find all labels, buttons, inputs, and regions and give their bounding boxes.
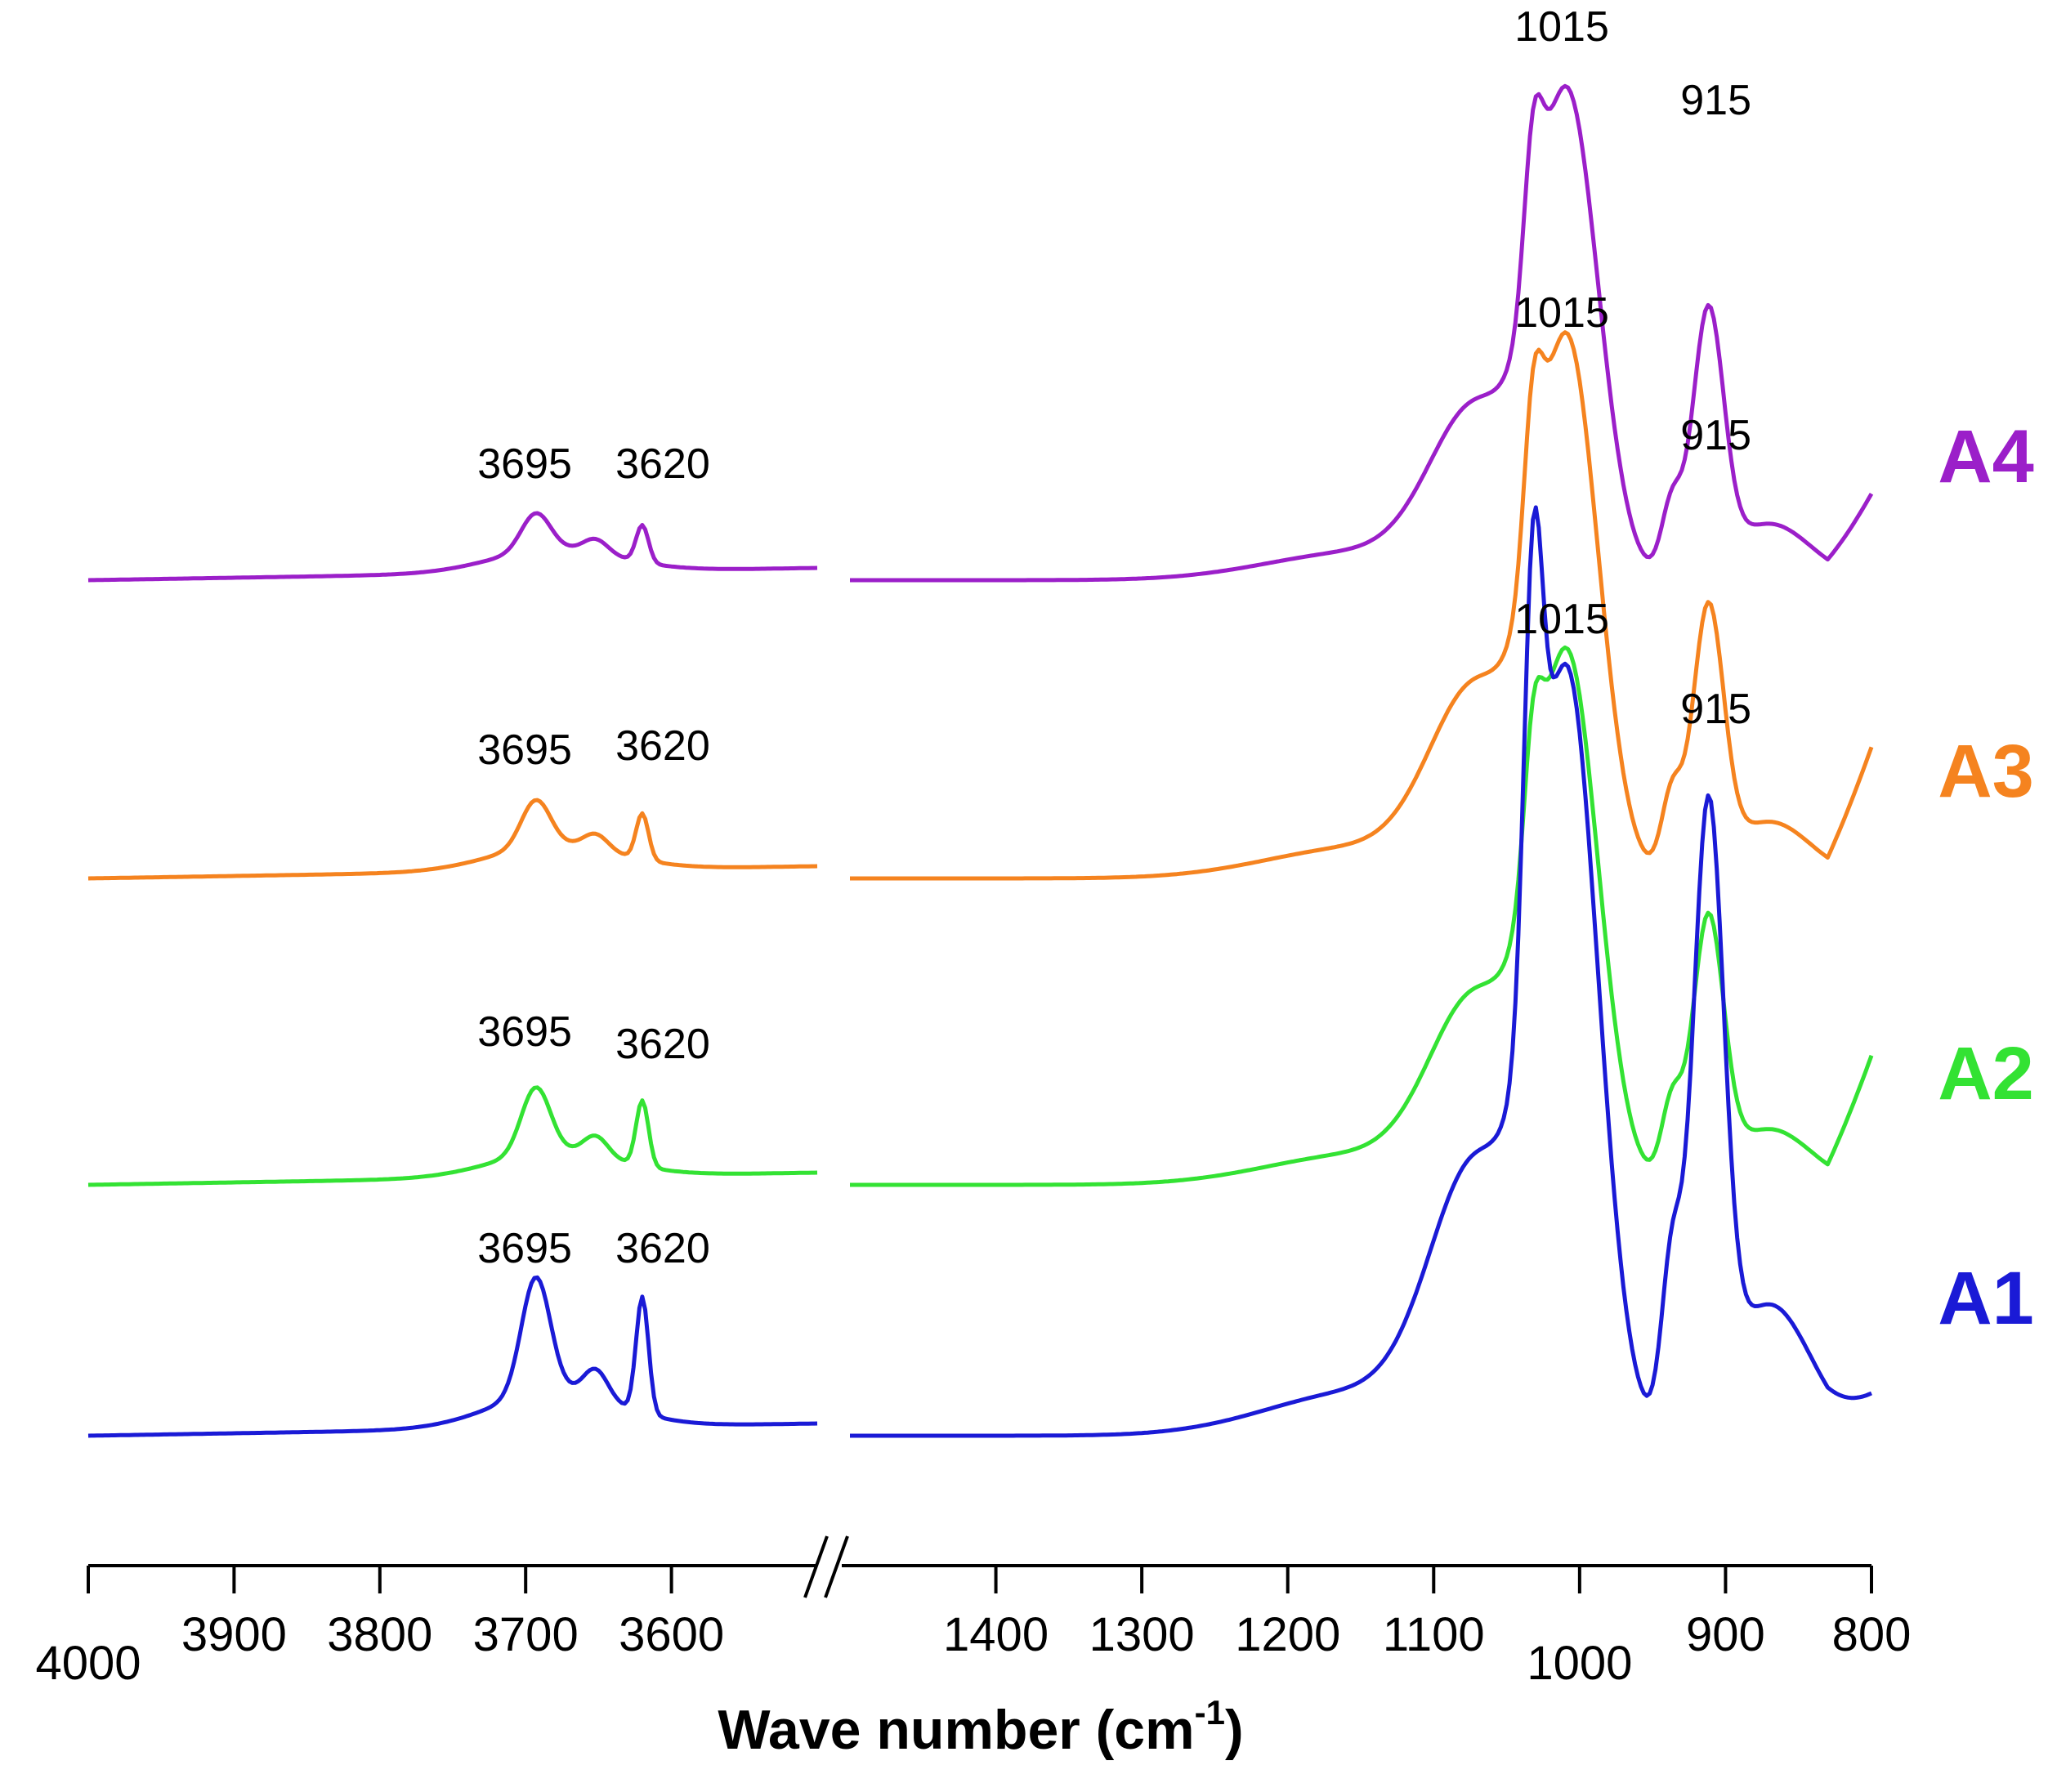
x-tick-label-3600: 3600 — [619, 1608, 724, 1661]
series-A3-high-line — [87, 798, 818, 881]
peak-label-A4-3620: 3620 — [615, 440, 710, 488]
series-A2-high-line — [87, 1085, 818, 1187]
series-A1-high-line — [87, 1275, 818, 1438]
x-tick-label-3800: 3800 — [327, 1608, 432, 1661]
peak-label-A2-3620: 3620 — [615, 1021, 710, 1068]
x-tick-label-1000: 1000 — [1527, 1637, 1632, 1690]
x-tick-label-1300: 1300 — [1089, 1608, 1195, 1661]
x-tick-label-1100: 1100 — [1383, 1608, 1485, 1661]
series-layer — [87, 83, 1874, 1438]
series-label-A2: A2 — [1938, 1032, 2034, 1115]
peak-label-A3-3695: 3695 — [477, 726, 572, 774]
series-A1-low-line — [850, 505, 1872, 1438]
series-label-A3: A3 — [1938, 730, 2034, 813]
peak-label-A4-3695: 3695 — [477, 440, 572, 488]
peak-label-A2-915: 915 — [1680, 686, 1751, 733]
series-A2-low-line — [850, 645, 1874, 1187]
x-axis: 4000 3900 3800 3700 3600 1400 1300 1200 1100 1000… — [35, 1535, 1911, 1690]
peak-label-A4-915: 915 — [1680, 77, 1751, 124]
series-A4-high-line — [87, 511, 818, 583]
peak-label-A3-1015: 1015 — [1514, 289, 1609, 337]
peak-label-A1-3695: 3695 — [477, 1225, 572, 1272]
x-axis-title: Wave number (cm-1) — [718, 1693, 1243, 1761]
x-tick-label-800: 800 — [1832, 1608, 1912, 1661]
axis-break-mark-1 — [803, 1535, 829, 1598]
series-A4-low-line — [850, 83, 1874, 583]
x-tick-label-1200: 1200 — [1235, 1608, 1340, 1661]
x-tick-label-3900: 3900 — [181, 1608, 287, 1661]
peak-label-A3-3620: 3620 — [615, 722, 710, 770]
x-tick-label-900: 900 — [1686, 1608, 1765, 1661]
axis-break-mark-2 — [824, 1535, 849, 1598]
peak-label-A4-1015: 1015 — [1514, 3, 1609, 51]
x-tick-label-3700: 3700 — [473, 1608, 579, 1661]
label-layer: A4 A3 A2 A1 3695 3620 1015 915 3695 3620 1015 915 36… — [477, 3, 2034, 1340]
series-A3-low-line — [850, 330, 1874, 881]
series-label-A4: A4 — [1938, 415, 2034, 498]
peak-label-A2-1015: 1015 — [1514, 596, 1609, 643]
peak-label-A2-3695: 3695 — [477, 1008, 572, 1056]
peak-label-A1-3620: 3620 — [615, 1225, 710, 1272]
peak-label-A3-915: 915 — [1680, 412, 1751, 459]
x-tick-label-4000: 4000 — [35, 1637, 141, 1690]
x-tick-label-1400: 1400 — [943, 1608, 1049, 1661]
tick-layer: 4000 3900 3800 3700 3600 1400 1300 1200 1100 1000… — [35, 1566, 1911, 1690]
series-label-A1: A1 — [1938, 1257, 2034, 1340]
